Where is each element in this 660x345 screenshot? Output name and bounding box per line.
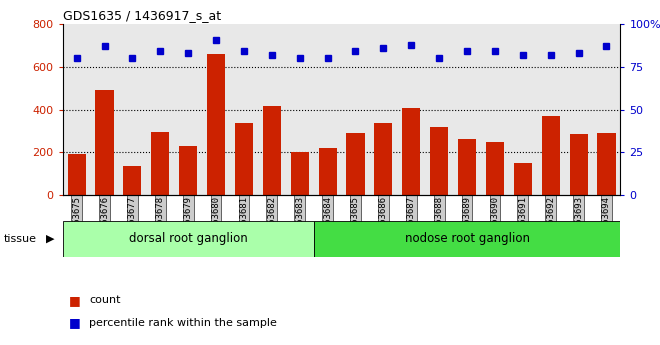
Text: percentile rank within the sample: percentile rank within the sample xyxy=(89,318,277,327)
Bar xyxy=(486,141,504,195)
Bar xyxy=(179,146,197,195)
Text: GDS1635 / 1436917_s_at: GDS1635 / 1436917_s_at xyxy=(63,9,221,22)
Bar xyxy=(314,221,620,257)
Bar xyxy=(207,54,225,195)
Bar xyxy=(151,132,170,195)
Text: tissue: tissue xyxy=(3,234,36,244)
Bar xyxy=(96,90,114,195)
Bar xyxy=(430,127,448,195)
Text: count: count xyxy=(89,295,121,305)
Bar xyxy=(597,133,616,195)
Text: nodose root ganglion: nodose root ganglion xyxy=(405,233,529,245)
Bar xyxy=(67,154,86,195)
Bar xyxy=(570,134,587,195)
Bar xyxy=(290,152,309,195)
Text: ■: ■ xyxy=(69,294,81,307)
Bar xyxy=(346,133,364,195)
Bar xyxy=(235,124,253,195)
Bar xyxy=(63,221,314,257)
Bar xyxy=(263,106,281,195)
Bar xyxy=(542,116,560,195)
Text: ■: ■ xyxy=(69,316,81,329)
Bar xyxy=(402,108,420,195)
Bar xyxy=(513,163,532,195)
Text: ▶: ▶ xyxy=(46,234,55,244)
Text: dorsal root ganglion: dorsal root ganglion xyxy=(129,233,248,245)
Bar xyxy=(374,124,393,195)
Bar xyxy=(123,166,141,195)
Bar xyxy=(458,139,476,195)
Bar xyxy=(319,148,337,195)
